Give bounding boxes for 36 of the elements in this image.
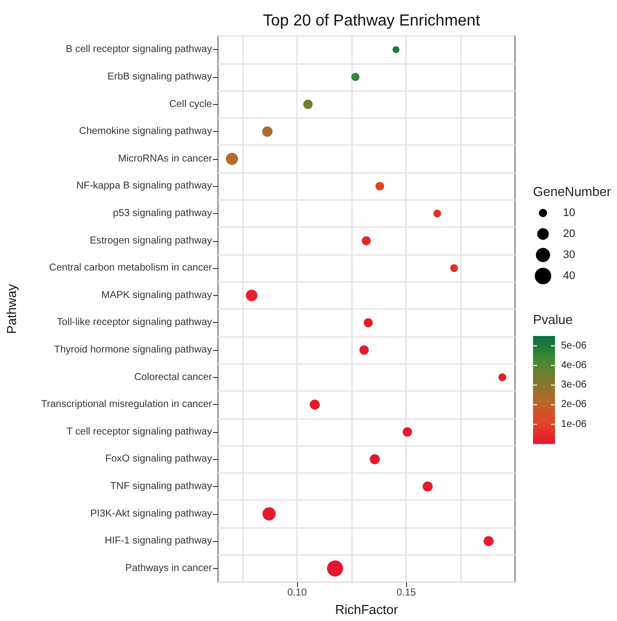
y-axis-title: Pathway (4, 284, 19, 334)
color-bar-label: 3e-06 (561, 380, 588, 391)
y-tick-label: FoxO signaling pathway (105, 454, 212, 465)
x-tick-label: 0.15 (396, 588, 416, 599)
color-bar-label: 1e-06 (561, 418, 588, 430)
y-tick-label: Pathways in cancer (125, 562, 213, 574)
color-bar-label: 2e-06 (561, 399, 588, 410)
color-bar-label: 5e-06 (561, 340, 588, 352)
chart-title: Top 20 of Pathway Enrichment (262, 12, 481, 30)
y-tick-label: Thyroid hormone signaling pathway (54, 344, 212, 356)
y-tick-label: TNF signaling pathway (110, 481, 212, 492)
legend-label: 10 (563, 207, 576, 219)
y-tick-label: Cell cycle (169, 98, 212, 110)
y-tick-label: MicroRNAs in cancer (118, 153, 213, 164)
y-tick-label: Colorectal cancer (134, 372, 213, 383)
color-bar-label: 4e-06 (561, 360, 588, 371)
y-tick-label: Toll-like receptor signaling pathway (56, 317, 212, 328)
legend-label: 40 (563, 270, 576, 282)
x-tick-label: 0.10 (287, 588, 308, 599)
y-tick-label: HIF-1 signaling pathway (104, 536, 212, 547)
legend-label: 30 (563, 249, 576, 261)
color-bar-title: Pvalue (533, 312, 573, 327)
y-tick-label: B cell receptor signaling pathway (66, 44, 212, 56)
y-tick-label: Transcriptional misregulation in cancer (41, 399, 213, 410)
y-tick-label: PI3K-Akt signaling pathway (90, 508, 212, 520)
y-tick-label: Central carbon metabolism in cancer (49, 262, 213, 274)
legend-title: GeneNumber (533, 184, 612, 199)
y-tick-label: ErbB signaling pathway (107, 71, 212, 82)
y-tick-label: p53 signaling pathway (113, 208, 212, 219)
y-tick-label: MAPK signaling pathway (101, 290, 212, 301)
y-tick-label: T cell receptor signaling pathway (66, 426, 212, 438)
y-tick-label: Estrogen signaling pathway (90, 235, 212, 246)
legend-label: 20 (563, 228, 576, 240)
x-axis-title: RichFactor (335, 602, 399, 617)
y-tick-label: NF-kappa B signaling pathway (76, 180, 212, 192)
y-tick-label: Chemokine signaling pathway (79, 126, 212, 138)
